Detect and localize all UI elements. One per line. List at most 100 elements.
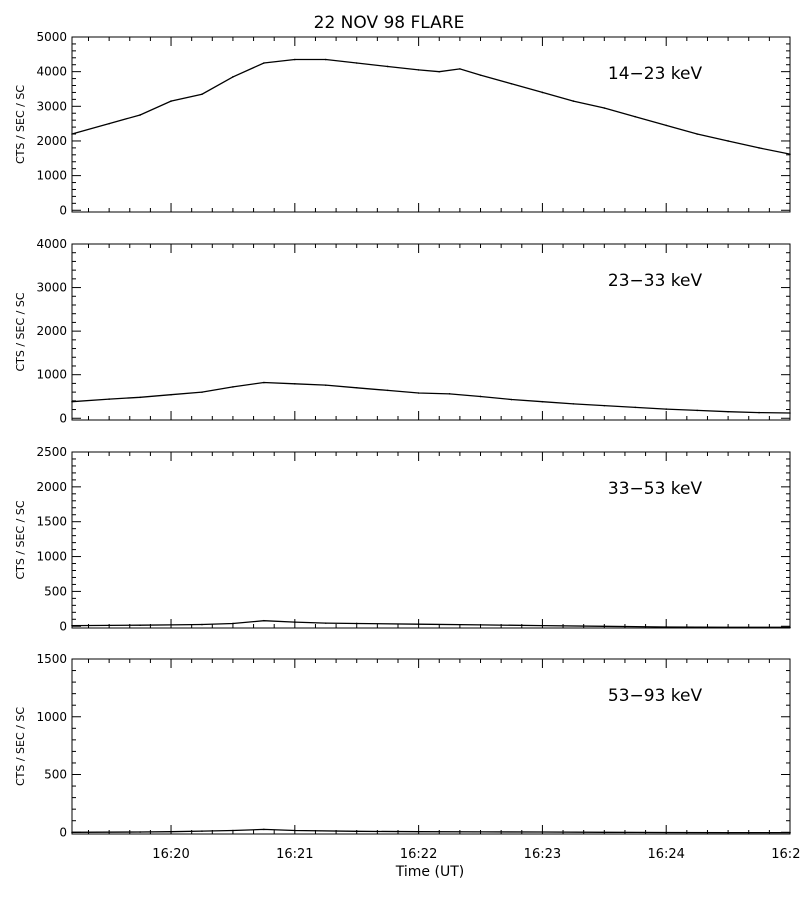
data-point [263, 828, 265, 831]
y-tick-label: 3000 [36, 99, 67, 113]
data-point [417, 69, 420, 71]
plot-frame [71, 36, 791, 213]
data-point [324, 58, 327, 61]
panel-3: 0 500 1000 1500 2000 2500 CTS / SEC / SC 33−53 … [14, 445, 791, 633]
x-tick-label: 16:21 [276, 847, 313, 862]
data-point [459, 68, 461, 70]
data-point [71, 400, 73, 403]
data-point [789, 412, 791, 414]
data-point [71, 624, 73, 627]
y-tick-label: 0 [59, 619, 67, 633]
data-point [665, 124, 668, 127]
data-point [201, 391, 203, 393]
data-point [789, 626, 791, 629]
data-series-line [71, 381, 791, 414]
data-point [232, 622, 234, 625]
panel-1: 0 1000 2000 3000 4000 5000 CTS / SEC / SC 14−23… [14, 30, 791, 217]
data-point [139, 114, 141, 116]
data-point [232, 829, 234, 832]
data-point [294, 383, 296, 385]
data-point [386, 65, 389, 68]
data-point [727, 831, 729, 834]
data-point [170, 624, 172, 626]
data-point [572, 100, 575, 102]
data-point [324, 384, 327, 386]
y-tick-label: 2500 [36, 445, 67, 459]
energy-band-label: 33−53 keV [608, 479, 703, 499]
data-point [541, 91, 544, 94]
data-point [448, 393, 451, 395]
x-tick-label: 16:20 [152, 847, 189, 862]
data-point [634, 406, 637, 409]
data-point [510, 398, 513, 401]
y-tick-label: 1000 [36, 169, 67, 183]
data-point [386, 389, 389, 392]
data-point [71, 831, 73, 834]
data-point [232, 76, 234, 78]
plot-frame [71, 243, 791, 421]
data-point [417, 623, 420, 625]
data-series-line [71, 828, 790, 834]
y-axis-label: CTS / SEC / SC [14, 500, 27, 579]
y-tick-label: 1500 [36, 515, 67, 529]
data-point [727, 626, 729, 629]
data-point [541, 400, 544, 403]
data-point [789, 153, 791, 155]
data-point [263, 381, 265, 384]
data-point [634, 115, 637, 118]
data-point [438, 70, 441, 73]
data-point [108, 122, 110, 125]
data-point [510, 82, 513, 85]
data-point [572, 403, 575, 405]
data-point [108, 398, 110, 400]
data-point [727, 410, 729, 413]
data-point [355, 830, 358, 833]
plot-frame [71, 658, 791, 835]
x-tick-label: 16:23 [524, 847, 561, 862]
y-tick-label: 0 [59, 203, 67, 217]
data-point [479, 831, 482, 833]
data-point [294, 58, 296, 61]
chart-title: 22 NOV 98 FLARE [314, 13, 465, 33]
energy-band-label: 23−33 keV [608, 271, 703, 291]
data-point [789, 831, 791, 834]
data-point [232, 386, 234, 388]
x-tick-label: 16:22 [400, 847, 437, 862]
data-point [355, 622, 358, 625]
data-point [603, 831, 606, 834]
data-point [324, 622, 327, 624]
data-point [665, 626, 668, 628]
y-axis-label: CTS / SEC / SC [14, 292, 27, 371]
data-point [727, 140, 729, 142]
y-tick-label: 0 [59, 411, 67, 425]
x-tick-label: 16:25 [771, 847, 800, 862]
y-tick-label: 3000 [36, 281, 67, 295]
data-point [170, 830, 172, 833]
y-tick-label: 2000 [36, 324, 67, 338]
data-point [170, 393, 172, 396]
data-point [696, 133, 698, 135]
y-tick-label: 500 [44, 584, 67, 598]
y-tick-label: 2000 [36, 480, 67, 494]
data-point [201, 623, 203, 626]
data-point [758, 411, 760, 414]
data-point [170, 100, 172, 102]
panel-2: 0 1000 2000 3000 4000 CTS / SEC / SC 23−33 keV [14, 237, 791, 425]
data-point [603, 107, 606, 109]
data-point [355, 62, 358, 64]
y-axis-label: CTS / SEC / SC [14, 707, 27, 786]
data-point [139, 396, 141, 399]
y-tick-label: 2000 [36, 134, 67, 148]
data-point [294, 829, 296, 832]
y-tick-label: 500 [44, 768, 67, 782]
data-point [71, 133, 73, 135]
data-series-line [71, 620, 790, 628]
data-point [139, 624, 141, 627]
y-tick-label: 4000 [36, 237, 67, 251]
y-tick-label: 1500 [36, 652, 67, 666]
data-point [201, 93, 203, 95]
y-tick-label: 5000 [36, 30, 67, 44]
data-point [417, 392, 420, 394]
